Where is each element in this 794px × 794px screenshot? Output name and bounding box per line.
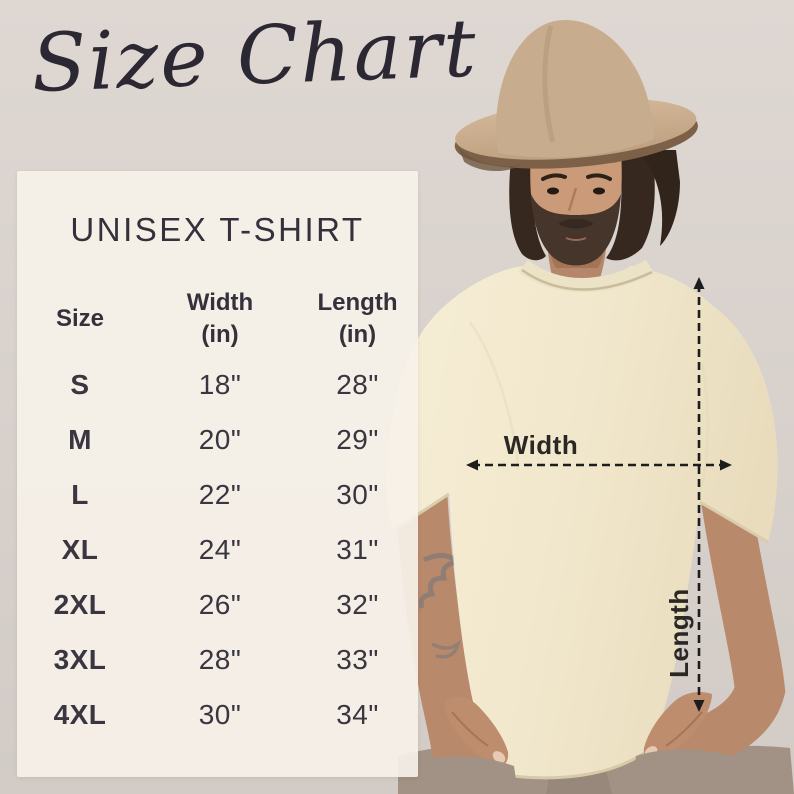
width-arrowhead-right [720,459,732,471]
size-cell: M [68,424,92,456]
length-cell: 31" [336,534,379,566]
panel-heading: UNISEX T-SHIRT [70,211,365,248]
lips [565,237,587,241]
left-pocket [410,756,518,794]
hair-right [606,150,655,261]
hair-right-full [638,150,680,246]
width-cell: 22" [198,479,242,511]
width-arrowhead-left [466,459,478,471]
column-header-width: Width (in) [143,287,297,352]
width-cell: 20" [198,424,242,456]
left-eyebrow [541,173,567,181]
column-label: Size [55,305,105,333]
table-row: XL 24" 31" [17,523,418,578]
length-cell: 32" [336,589,379,621]
right-hand-line [665,711,703,747]
page-title: Size Chart [30,1,480,110]
tattoo-small [431,639,461,659]
right-eye [593,187,605,195]
left-hand [444,696,509,767]
table-row: S 18" 28" [17,358,418,413]
length-annotation-label: Length [663,588,694,678]
nose [567,187,578,212]
fold-line [696,361,710,499]
column-label: Length [317,289,398,316]
right-eyebrow [586,173,612,181]
column-header-length: Length (in) [297,287,418,352]
width-annotation-label: Width [503,430,579,460]
table-row: L 22" 30" [17,468,418,523]
hat-brim-tip-shadow [458,148,521,171]
length-cell: 33" [336,644,379,676]
measurement-annotations [466,277,732,712]
width-cell: 28" [198,644,242,676]
hat-crease [542,25,556,143]
right-pocket [632,749,742,794]
right-forearm [667,475,786,769]
model-figure [386,20,794,794]
column-label: Width [186,289,254,316]
size-cell: 3XL [53,644,107,676]
length-cell: 34" [336,699,379,731]
size-cell: S [70,369,90,401]
tattoo [418,553,465,609]
length-cell: 28" [336,369,379,401]
length-arrowhead-top [693,277,705,289]
collar-shadow [521,268,653,291]
width-cell: 30" [198,699,242,731]
table-row: 3XL 28" 33" [17,633,418,688]
tshirt [386,266,778,778]
width-cell: 24" [198,534,242,566]
fedora-hat [454,20,698,171]
column-header-size: Size [17,303,143,335]
width-cell: 18" [198,369,242,401]
table-body: S 18" 28" M 20" 29" L 22" 30" XL 24" 31"… [17,358,418,743]
length-arrowhead-bottom [693,700,705,712]
table-row: 2XL 26" 32" [17,578,418,633]
table-header-row: Size Width (in) Length (in) [17,287,418,352]
size-cell: 4XL [53,699,107,731]
size-chart-panel: UNISEX T-SHIRT Size Width (in) Length (in)… [17,171,418,777]
right-sleeve-hem [699,500,769,544]
fold-line [468,321,520,471]
column-unit: (in) [338,321,377,349]
width-cell: 26" [198,589,242,621]
table-row: M 20" 29" [17,413,418,468]
size-cell: L [71,479,89,511]
length-cell: 30" [336,479,379,511]
beard [531,194,621,266]
left-thumbnail [492,751,506,763]
left-eye [547,187,559,195]
left-hand-line [451,711,489,747]
column-unit: (in) [201,321,239,349]
mustache [558,218,594,229]
hair-left [509,150,546,261]
size-cell: XL [61,534,99,566]
hat-crown [496,20,655,158]
size-cell: 2XL [53,589,107,621]
length-cell: 29" [336,424,379,456]
table-row: 4XL 30" 34" [17,688,418,743]
right-hand [643,692,712,763]
